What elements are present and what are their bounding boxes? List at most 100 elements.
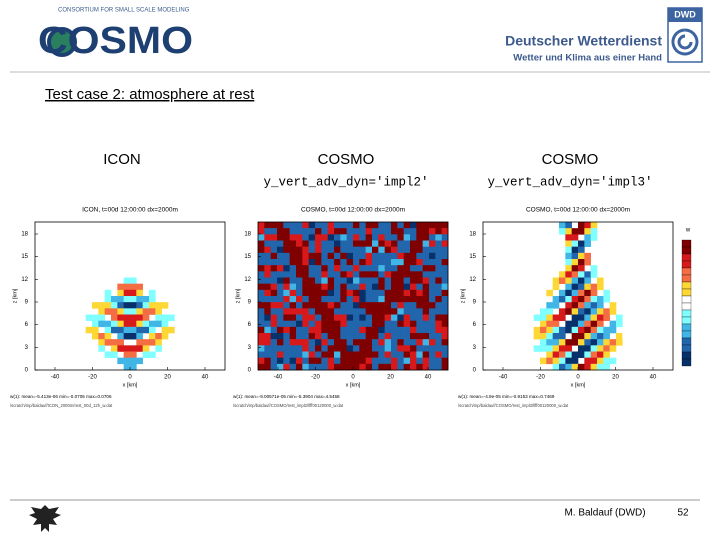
- x-tick-label: 20: [164, 375, 171, 381]
- field-cell: [130, 289, 137, 297]
- field-cell: [403, 228, 411, 235]
- field-cell: [315, 246, 322, 254]
- field-cell: [123, 308, 131, 315]
- field-cell: [540, 357, 547, 365]
- field-cell: [429, 252, 436, 260]
- field-cell: [327, 333, 335, 340]
- field-cell: [264, 314, 271, 321]
- field-cell: [123, 357, 131, 365]
- field-cell: [422, 240, 430, 247]
- field-cell: [565, 345, 572, 352]
- field-cell: [123, 296, 131, 303]
- field-cell: [441, 271, 449, 278]
- field-cell: [571, 320, 579, 328]
- field-cell: [136, 326, 143, 334]
- field-cell: [353, 302, 360, 309]
- field-cell: [321, 246, 328, 254]
- field-cell: [397, 289, 404, 297]
- field-cell: [302, 308, 309, 315]
- field-cell: [571, 271, 579, 278]
- field-cell: [378, 283, 385, 291]
- field-cell: [384, 222, 392, 229]
- field-cell: [327, 326, 335, 334]
- field-cell: [391, 265, 398, 272]
- y-tick-label: 9: [248, 300, 252, 306]
- field-cell: [584, 283, 591, 291]
- field-cell: [403, 277, 411, 284]
- field-cell: [597, 351, 604, 358]
- field-cell: [590, 308, 598, 315]
- field-cell: [435, 333, 442, 340]
- field-cell: [410, 363, 417, 371]
- field-cell: [277, 289, 284, 297]
- field-cell: [372, 246, 379, 254]
- field-cell: [277, 234, 284, 241]
- field-cell: [391, 320, 398, 328]
- field-cell: [334, 363, 341, 371]
- field-cell: [571, 252, 579, 260]
- field-cell: [327, 259, 335, 266]
- colorbar-label: w: [685, 228, 691, 234]
- field-cell: [616, 333, 623, 340]
- field-cell: [435, 234, 442, 241]
- field-cell: [296, 234, 303, 241]
- field-cell: [422, 296, 430, 303]
- field-cell: [441, 240, 449, 247]
- field-cell: [422, 302, 430, 309]
- field-cell: [346, 326, 354, 334]
- field-cell: [277, 259, 284, 266]
- field-cell: [258, 246, 265, 254]
- field-cell: [136, 333, 143, 340]
- field-cell: [378, 296, 385, 303]
- field-cell: [603, 339, 610, 346]
- field-cell: [283, 246, 290, 254]
- field-cell: [340, 283, 347, 291]
- field-cell: [546, 333, 553, 340]
- field-cell: [359, 271, 366, 278]
- field-cell: [346, 357, 354, 365]
- field-cell: [258, 351, 265, 358]
- field-cell: [372, 283, 379, 291]
- field-cell: [552, 302, 560, 309]
- y-tick-label: 0: [25, 368, 29, 374]
- field-cell: [403, 326, 411, 334]
- field-cell: [334, 228, 341, 235]
- field-cell: [340, 277, 347, 284]
- field-cell: [353, 240, 360, 247]
- field-cell: [571, 289, 579, 297]
- field-cell: [403, 363, 411, 371]
- field-cell: [340, 228, 347, 235]
- field-cell: [391, 326, 398, 334]
- field-cell: [302, 326, 309, 334]
- colorbar-swatch: [681, 316, 692, 325]
- field-cell: [546, 289, 553, 297]
- field-cell: [372, 363, 379, 371]
- colorbar-swatch: [681, 337, 692, 346]
- field-cell: [403, 351, 411, 358]
- field-cell: [403, 320, 411, 328]
- dwd-name: Deutscher Wetterdienst: [505, 33, 662, 49]
- field-cell: [422, 339, 430, 346]
- field-cell: [346, 345, 354, 352]
- field-cell: [378, 259, 385, 266]
- field-cell: [85, 326, 93, 334]
- field-cell: [264, 259, 271, 266]
- field-cell: [327, 283, 335, 291]
- field-cell: [391, 308, 398, 315]
- field-cell: [565, 234, 572, 241]
- field-cell: [289, 289, 297, 297]
- field-cell: [559, 308, 566, 315]
- field-cell: [346, 302, 354, 309]
- field-cell: [597, 345, 604, 352]
- field-cell: [277, 252, 284, 260]
- field-cell: [98, 345, 105, 352]
- field-cell: [397, 357, 404, 365]
- field-cell: [346, 320, 354, 328]
- field-cell: [559, 222, 566, 229]
- field-cell: [565, 271, 572, 278]
- field-cell: [111, 314, 118, 321]
- field-cell: [429, 357, 436, 365]
- field-cell: [435, 314, 442, 321]
- field-cell: [578, 246, 585, 254]
- field-cell: [258, 228, 265, 235]
